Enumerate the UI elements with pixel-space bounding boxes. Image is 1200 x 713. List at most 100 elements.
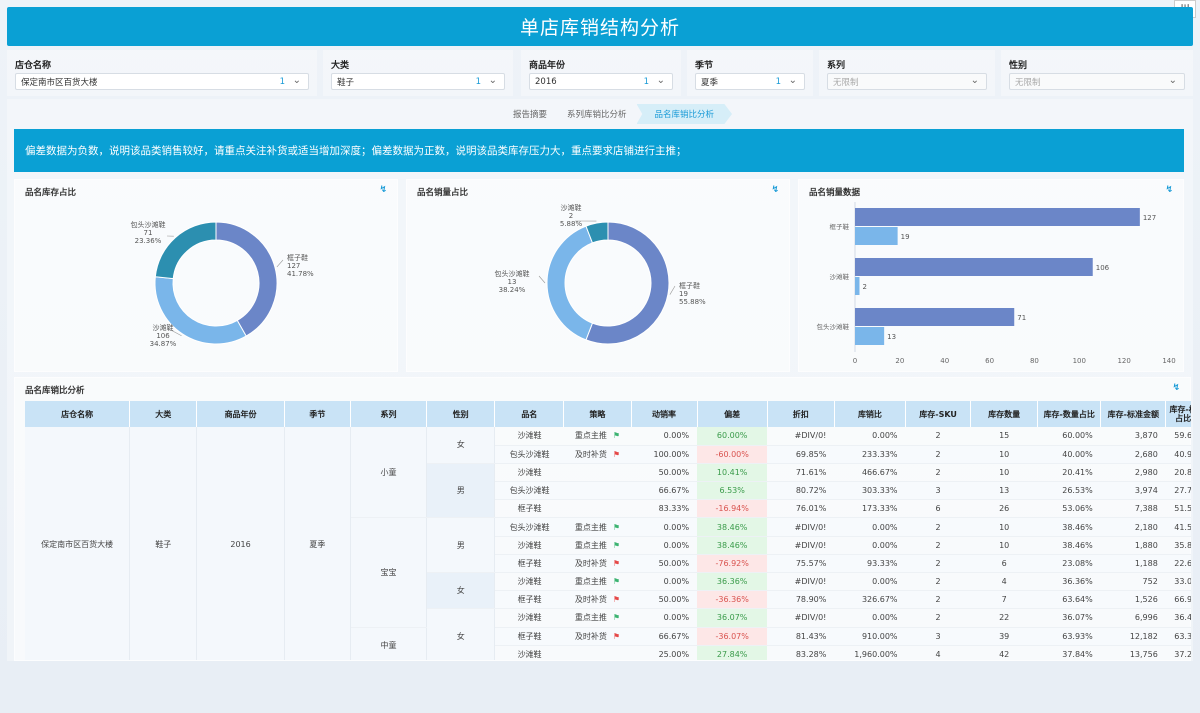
column-header[interactable]: 店仓名称 [25, 401, 131, 427]
slice-name-label: 包头沙滩鞋 [131, 220, 166, 229]
category-label: 沙滩鞋 [830, 272, 850, 281]
cell-discount: 75.57% [767, 554, 835, 574]
cell-qty-pct: 20.41% [1037, 463, 1101, 483]
pie-slice[interactable] [154, 221, 217, 280]
tab-bar: 报告摘要 系列库销比分析 品名库销比分析 [503, 104, 733, 124]
cell-amount-pct: 22.6 [1165, 554, 1191, 574]
table-row[interactable]: 包头沙滩鞋 66.67% 6.53% 80.72% 303.33% 3 13 26.53% 3,… [25, 481, 1191, 501]
store-select[interactable]: 保定南市区百货大楼 1 ⌄ [15, 73, 309, 90]
table-row[interactable]: 框子鞋 及时补货 ⚑ 50.00% -36.36% 78.90% 326.67% 2 7 63.6… [25, 590, 1191, 610]
cell-sell-rate: 100.00% [631, 445, 698, 464]
column-header[interactable]: 库存-数量占比 [1037, 401, 1102, 427]
column-header[interactable]: 系列 [350, 401, 428, 427]
tab-series-ratio[interactable]: 系列库销比分析 [567, 110, 627, 120]
column-header[interactable]: 动销率 [631, 401, 698, 427]
season-select[interactable]: 夏季 1 ⌄ [695, 73, 805, 90]
cell-sku: 3 [905, 481, 971, 501]
filter-label: 性别 [1009, 61, 1028, 71]
bar[interactable] [855, 327, 885, 345]
x-tick-label: 140 [1162, 357, 1175, 365]
cell-amount: 7,388 [1100, 499, 1166, 519]
bar[interactable] [855, 308, 1015, 326]
notice-banner: 偏差数据为负数，说明该品类销售较好，请重点关注补货或适当增加深度；偏差数据为正数… [14, 129, 1184, 172]
table-row[interactable]: 女沙滩鞋 重点主推 ⚑ 0.00% 36.36% #DIV/0! 0.00% 2 4 36.36%… [25, 572, 1191, 610]
label-leader-line [166, 327, 182, 337]
column-header[interactable]: 偏差 [697, 401, 768, 427]
cell-discount: 83.28% [767, 645, 835, 660]
cell-amount-pct: 59.6 [1165, 427, 1191, 446]
cell-series: 小童 [350, 427, 428, 519]
column-header[interactable]: 品名 [494, 401, 565, 427]
refresh-icon[interactable]: ↯ [771, 185, 779, 195]
bar[interactable] [855, 258, 1093, 276]
cell-sell-rate: 50.00% [631, 554, 698, 574]
table-row[interactable]: 沙滩鞋 重点主推 ⚑ 0.00% 38.46% #DIV/0! 0.00% 2 10 38.46%… [25, 536, 1191, 555]
table-row[interactable]: 男沙滩鞋 50.00% 10.41% 71.61% 466.67% 2 10 20.41% 2,… [25, 463, 1191, 519]
cell-sku: 2 [905, 463, 971, 483]
cell-amount: 12,182 [1100, 627, 1166, 646]
cell-gender: 男 [426, 517, 496, 573]
table-scroll-area[interactable]: 店仓名称 大类 商品年份 季节 系列 性别 品名 策略 动销率 偏差 折扣 库销比 库存-SKU 库存数量… [25, 401, 1191, 660]
cell-qty-pct: 63.93% [1037, 627, 1101, 646]
column-header[interactable]: 性别 [426, 401, 496, 427]
cell-item-name: 沙滩鞋 [494, 463, 564, 483]
column-header[interactable]: 库存-标准金额 [1100, 401, 1167, 427]
bar[interactable] [855, 227, 898, 245]
filter-count: 1 [279, 77, 285, 87]
column-header[interactable]: 库存-SKU [905, 401, 972, 427]
table-row[interactable]: 框子鞋 83.33% -16.94% 76.01% 173.33% 6 26 53.06% 7,… [25, 499, 1191, 519]
cell-qty: 10 [970, 445, 1038, 464]
cell-qty: 26 [970, 499, 1038, 519]
column-header[interactable]: 策略 [563, 401, 632, 427]
table-row[interactable]: 包头沙滩鞋 及时补货 ⚑ 100.00% -60.00% 69.85% 233.33% 2 10… [25, 445, 1191, 464]
refresh-icon[interactable]: ↯ [1172, 383, 1180, 393]
column-header[interactable]: 库存-标 占比 [1165, 401, 1191, 427]
refresh-icon[interactable]: ↯ [1165, 185, 1173, 195]
cell-ratio: 326.67% [834, 590, 906, 610]
x-tick-label: 40 [940, 357, 949, 365]
cell-sell-rate: 25.00% [631, 645, 698, 660]
bar[interactable] [855, 277, 860, 295]
pie-slice[interactable] [585, 221, 609, 244]
cell-sell-rate: 0.00% [631, 572, 698, 592]
cell-amount-pct: 40.9 [1165, 445, 1191, 464]
item-ratio-table-card: 品名库销比分析 ↯ 店仓名称 大类 商品年份 季节 系列 性别 品名 策略 动销率 偏差 折扣 库销比… [14, 377, 1191, 661]
chevron-down-icon: ⌄ [1168, 75, 1177, 86]
cell-ratio: 233.33% [834, 445, 906, 464]
year-select[interactable]: 2016 1 ⌄ [529, 73, 673, 90]
bar-value-label: 19 [901, 233, 910, 241]
gender-select[interactable]: 无限制 ⌄ [1009, 73, 1185, 90]
cell-amount-pct: 63.3 [1165, 627, 1191, 646]
filter-gender: 性别 无限制 ⌄ [1001, 50, 1193, 96]
table-row[interactable]: 沙滩鞋 25.00% 27.84% 83.28% 1,960.00% 4 42 37.84% 1… [25, 645, 1191, 660]
cell-amount-pct: 51.5 [1165, 499, 1191, 519]
slice-percent-label: 23.36% [135, 237, 162, 245]
column-header[interactable]: 折扣 [767, 401, 835, 427]
refresh-icon[interactable]: ↯ [379, 185, 387, 195]
column-header[interactable]: 库销比 [834, 401, 907, 427]
cell-sku: 3 [905, 627, 971, 646]
category-select[interactable]: 鞋子 1 ⌄ [331, 73, 505, 90]
tab-summary[interactable]: 报告摘要 [513, 110, 548, 120]
cell-sku: 4 [905, 645, 971, 660]
column-header[interactable]: 大类 [129, 401, 198, 427]
series-select[interactable]: 无限制 ⌄ [827, 73, 987, 90]
bar[interactable] [855, 208, 1140, 226]
column-header[interactable]: 库存数量 [970, 401, 1039, 427]
table-row[interactable]: 中童 框子鞋 及时补货 ⚑ 66.67% -36.07% 81.43% 910.00% 3 39 6… [25, 627, 1191, 660]
table-row[interactable]: 宝宝男包头沙滩鞋 重点主推 ⚑ 0.00% 38.46% #DIV/0! 0.00% 2 10 3… [25, 517, 1191, 628]
column-header[interactable]: 季节 [284, 401, 351, 427]
pie-slice[interactable] [585, 221, 670, 345]
column-header[interactable]: 商品年份 [196, 401, 285, 427]
cell-deviation: -36.07% [697, 627, 768, 646]
tab-item-ratio[interactable]: 品名库销比分析 [636, 104, 733, 124]
pie-slice[interactable] [215, 221, 278, 337]
table-row[interactable]: 女沙滩鞋 重点主推 ⚑ 0.00% 36.07% #DIV/0! 0.00% 2 22 36.07… [25, 608, 1191, 660]
x-tick-label: 20 [895, 357, 904, 365]
cell-amount-pct: 36.4 [1165, 608, 1191, 628]
table-row[interactable]: 框子鞋 及时补货 ⚑ 50.00% -76.92% 75.57% 93.33% 2 6 23.08… [25, 554, 1191, 574]
cell-sell-rate: 0.00% [631, 427, 698, 446]
filter-value: 保定南市区百货大楼 [21, 77, 98, 88]
table-row[interactable]: 保定南市区百货大楼 鞋子 2016 夏季 小童女沙滩鞋 重点主推 ⚑ 0.00% 60.00% #… [25, 427, 1191, 660]
pie-slice[interactable] [546, 225, 594, 341]
